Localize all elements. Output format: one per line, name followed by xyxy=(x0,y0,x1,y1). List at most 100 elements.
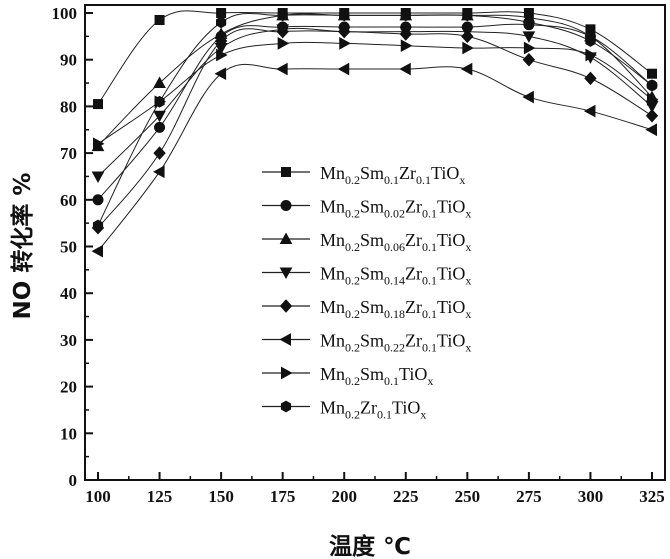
legend-label-subscript: 0.2 xyxy=(345,274,360,288)
y-tick-label: 10 xyxy=(60,424,77,443)
legend-label-subscript: x xyxy=(465,240,471,254)
data-point xyxy=(278,10,287,21)
data-point xyxy=(462,64,472,75)
legend-label-part: Zr xyxy=(405,197,422,217)
legend-label-subscript: 0.1 xyxy=(422,240,437,254)
data-point xyxy=(339,64,349,75)
legend-item: Mn0.2Sm0.14Zr0.1TiOx xyxy=(262,264,471,288)
legend-label-subscript: 0.1 xyxy=(384,374,399,388)
series-line xyxy=(98,64,652,251)
data-point xyxy=(94,100,103,109)
legend-label: Mn0.2Sm0.02Zr0.1TiOx xyxy=(320,197,471,221)
x-tick-label: 100 xyxy=(85,487,111,506)
legend: Mn0.2Sm0.1Zr0.1TiOxMn0.2Sm0.02Zr0.1TiOxM… xyxy=(262,163,471,422)
data-point xyxy=(463,43,473,54)
legend-label-subscript: 0.2 xyxy=(345,307,360,321)
data-point xyxy=(93,172,104,182)
data-point xyxy=(585,72,596,84)
legend-label-subscript: 0.18 xyxy=(384,307,405,321)
legend-label-part: TiO xyxy=(437,331,465,351)
legend-label-subscript: 0.22 xyxy=(384,341,405,355)
x-tick-label: 225 xyxy=(393,487,419,506)
series-line xyxy=(98,14,652,146)
data-point xyxy=(524,43,534,54)
legend-item: Mn0.2Sm0.02Zr0.1TiOx xyxy=(262,197,471,221)
y-tick-label: 70 xyxy=(60,144,77,163)
legend-label-part: Zr xyxy=(405,264,422,284)
data-point xyxy=(523,54,534,66)
legend-label-part: Sm xyxy=(360,197,384,217)
legend-label-part: TiO xyxy=(431,163,459,183)
legend-label-part: Sm xyxy=(360,264,384,284)
data-point xyxy=(401,40,411,51)
legend-label-subscript: 0.2 xyxy=(345,173,360,187)
data-point xyxy=(648,69,657,78)
legend-item: Mn0.2Sm0.1TiOx xyxy=(262,364,433,388)
y-tick-label: 0 xyxy=(69,471,78,490)
data-point xyxy=(93,246,103,257)
legend-label-subscript: x xyxy=(420,408,426,422)
data-point xyxy=(155,122,165,132)
data-point xyxy=(340,38,350,49)
data-point xyxy=(278,38,288,49)
legend-label-subscript: x xyxy=(465,307,471,321)
legend-label-part: Zr xyxy=(399,163,416,183)
series-line xyxy=(98,13,652,225)
legend-label-subscript: x xyxy=(459,173,465,187)
legend-label-part: Zr xyxy=(360,398,377,418)
data-point xyxy=(93,195,103,205)
legend-label: Mn0.2Sm0.14Zr0.1TiOx xyxy=(320,264,471,288)
data-point xyxy=(155,96,164,107)
legend-label-subscript: 0.06 xyxy=(384,240,405,254)
legend-label-subscript: x xyxy=(465,274,471,288)
legend-label-subscript: 0.2 xyxy=(345,341,360,355)
data-point xyxy=(400,64,410,75)
data-point xyxy=(155,16,164,25)
legend-label-subscript: 0.2 xyxy=(345,240,360,254)
y-tick-label: 90 xyxy=(60,51,77,70)
legend-label-subscript: 0.2 xyxy=(345,408,360,422)
legend-label-part: Sm xyxy=(360,364,384,384)
y-tick-label: 40 xyxy=(60,284,77,303)
x-tick-label: 150 xyxy=(208,487,234,506)
y-tick-label: 30 xyxy=(60,331,77,350)
legend-item: Mn0.2Sm0.06Zr0.1TiOx xyxy=(262,230,471,254)
legend-item: Mn0.2Sm0.18Zr0.1TiOx xyxy=(262,297,471,321)
legend-label-subscript: x xyxy=(465,341,471,355)
legend-label-part: Mn xyxy=(320,264,345,284)
x-tick-label: 200 xyxy=(331,487,357,506)
x-tick-label: 250 xyxy=(455,487,481,506)
legend-label-part: TiO xyxy=(392,398,420,418)
legend-marker xyxy=(282,368,292,379)
legend-label-part: Zr xyxy=(405,331,422,351)
x-tick-label: 125 xyxy=(147,487,173,506)
plot-area xyxy=(93,9,658,257)
legend-item: Mn0.2Sm0.1Zr0.1TiOx xyxy=(262,163,465,187)
y-tick-label: 50 xyxy=(60,238,77,257)
axes: 1001251501752002252502753003250102030405… xyxy=(52,4,666,506)
legend-marker xyxy=(281,201,291,211)
series-line xyxy=(98,28,652,176)
data-point xyxy=(154,166,164,177)
legend-label-subscript: 0.02 xyxy=(384,207,405,221)
series-4 xyxy=(93,25,658,182)
legend-label-part: TiO xyxy=(437,264,465,284)
legend-label-subscript: x xyxy=(427,374,433,388)
legend-label-part: Mn xyxy=(320,297,345,317)
legend-label-part: Mn xyxy=(320,331,345,351)
x-axis-title: 温度 ℃ xyxy=(329,533,411,559)
data-point xyxy=(585,106,595,117)
x-tick-label: 300 xyxy=(578,487,604,506)
x-tick-label: 175 xyxy=(270,487,296,506)
legend-label-part: TiO xyxy=(399,364,427,384)
legend-label-subscript: 0.2 xyxy=(345,207,360,221)
legend-label-subscript: 0.1 xyxy=(422,207,437,221)
legend-label-part: Sm xyxy=(360,230,384,250)
legend-label: Mn0.2Sm0.1TiOx xyxy=(320,364,433,388)
legend-label-subscript: 0.1 xyxy=(416,173,431,187)
data-point xyxy=(524,17,533,28)
data-point xyxy=(647,110,658,122)
data-point xyxy=(277,64,287,75)
data-point xyxy=(586,36,595,47)
y-tick-label: 100 xyxy=(52,4,78,23)
